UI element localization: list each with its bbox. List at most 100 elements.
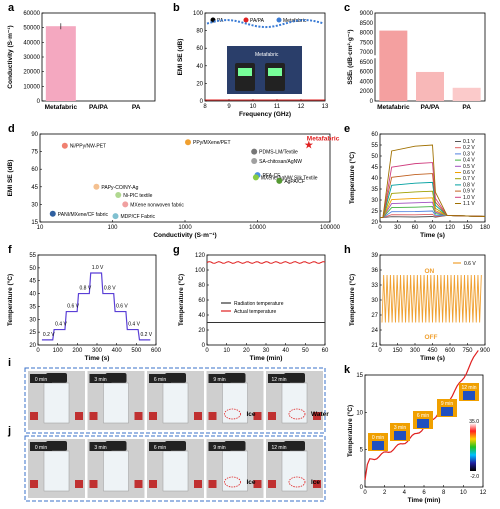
step-label: 0.8 V <box>104 286 116 292</box>
clip-icon <box>30 412 38 420</box>
series-line <box>381 274 482 323</box>
panel-k-x-tick-label: 2 <box>383 490 387 496</box>
panel-b-y-tick-label: 0 <box>200 99 204 105</box>
panel-g-ylabel: Temperature (°C) <box>177 274 185 326</box>
panel-f-x-tick-label: 0 <box>36 348 40 354</box>
vial-body <box>43 382 70 424</box>
panel-b-y-tick-label: 60 <box>196 46 203 52</box>
inset-label: Metafabric <box>255 52 279 58</box>
vial-body <box>43 450 70 492</box>
panel-a-y-tick-label: 20000 <box>23 70 40 76</box>
panel-b-x-tick-label: 10 <box>250 104 257 110</box>
legend-entry: Actual temperature <box>234 309 276 315</box>
vial-label: Ice <box>311 479 320 486</box>
clip-icon <box>30 480 38 488</box>
panel-k-x-tick-label: 6 <box>422 490 426 496</box>
bar-PA/PA <box>416 71 444 101</box>
panel-c-tick-label: 7000 <box>360 50 374 56</box>
thermal-inset-cold <box>394 431 406 440</box>
time-badge <box>89 442 112 451</box>
clip-icon <box>134 480 143 488</box>
panel-b-y-tick-label: 100 <box>193 11 204 17</box>
vial-body <box>162 382 189 424</box>
series-line <box>41 272 151 341</box>
panel-h-y-tick-label: 30 <box>371 298 378 304</box>
data-point <box>252 174 259 181</box>
time-badge <box>208 374 231 383</box>
panel-c-tick-label: 0 <box>370 99 374 105</box>
time-label: 9 min <box>213 377 225 383</box>
panel-c-ylabel: SSEₜ (dB·cm²·g⁻¹) <box>347 29 354 84</box>
legend-entry: 0.7 V <box>463 176 475 182</box>
panel-e-y-tick-label: 50 <box>371 154 378 160</box>
panel-c-tick-label: 7500 <box>360 40 374 46</box>
panel-e-x-tick-label: 180 <box>480 225 491 231</box>
panel-k-xlabel: Time (min) <box>408 497 441 504</box>
point-label: PPy/MXene/PET <box>193 140 231 146</box>
time-label: 3 min <box>94 445 106 451</box>
panel-e-y-tick-label: 45 <box>371 165 378 171</box>
time-label: 0 min <box>35 377 47 383</box>
clip-icon <box>75 480 83 488</box>
clip-icon <box>194 480 202 488</box>
point-label: MXene nonwoven fabric <box>130 202 184 208</box>
panel-d-x-tick-label: 100 <box>107 225 118 231</box>
panel-c-tick-label: 8000 <box>360 31 374 37</box>
panel-b-x-tick-label: 9 <box>227 104 231 110</box>
time-label: 0 min <box>35 445 47 451</box>
legend-entry: PA <box>217 18 224 24</box>
data-point <box>115 192 122 199</box>
step-label: 0.6 V <box>116 304 128 310</box>
panel-g-x-tick-label: 40 <box>282 348 289 354</box>
category-label: Metafabric <box>377 104 410 111</box>
step-label: 0.2 V <box>43 332 55 338</box>
panel-g-x-tick-label: 30 <box>263 348 270 354</box>
point-label: PFA-CF <box>263 173 281 179</box>
panel-a-y-tick-label: 40000 <box>23 40 40 46</box>
panel-c-tick-label: 2000 <box>360 89 374 95</box>
panel-e-y-tick-label: 40 <box>371 176 378 182</box>
panel-h-x-tick-label: 0 <box>378 348 382 354</box>
panel-g-xlabel: Time (min) <box>250 355 283 362</box>
data-point <box>251 148 258 155</box>
inset-time-label: 12 min <box>461 385 476 391</box>
vial-body <box>281 450 308 492</box>
panel-a-y-tick-label: 10000 <box>23 84 40 90</box>
legend-entry: 0.4 V <box>463 158 475 164</box>
panel-f-ylabel: Temperature (°C) <box>6 274 14 326</box>
panel-letter-d: d <box>8 123 15 135</box>
category-label: Metafabric <box>45 104 78 111</box>
panel-k-y-tick-label: 5 <box>360 448 364 454</box>
panel-d-x-tick-label: 1000 <box>178 225 192 231</box>
panel-g-y-tick-label: 120 <box>195 253 206 259</box>
vial-body <box>222 450 248 492</box>
panel-e-xlabel: Time (s) <box>420 232 445 239</box>
clip-icon <box>149 412 157 420</box>
vial-label: Water <box>311 411 329 418</box>
panel-e-y-tick-label: 30 <box>371 198 378 204</box>
bar-PA <box>452 87 481 101</box>
clip-icon <box>134 412 143 420</box>
inset-time-label: 0 min <box>372 435 384 441</box>
clip-icon <box>313 480 321 488</box>
panel-b-y-tick-label: 40 <box>196 64 203 70</box>
clip-icon <box>89 412 98 420</box>
panel-a-ylabel: Conductivity (S·m⁻¹) <box>7 25 14 88</box>
panel-h-x-tick-label: 450 <box>427 348 438 354</box>
series-actual <box>206 261 326 264</box>
clip-icon <box>194 412 202 420</box>
data-point <box>61 142 68 149</box>
panel-d-y-tick-label: 75 <box>31 150 38 156</box>
panel-f-xlabel: Time (s) <box>85 355 110 362</box>
panel-f-y-tick-label: 40 <box>29 292 36 298</box>
panel-f-x-tick-label: 200 <box>72 348 83 354</box>
data-point <box>49 210 56 217</box>
inset-time-label: 3 min <box>394 425 406 431</box>
bar-Metafabric <box>379 30 408 102</box>
device-screen <box>268 68 282 76</box>
legend-entry: Metafabric <box>283 18 307 24</box>
panel-h-y-tick-label: 39 <box>371 253 378 259</box>
panel-f-y-tick-label: 55 <box>29 253 36 259</box>
ice-highlight <box>288 476 306 488</box>
